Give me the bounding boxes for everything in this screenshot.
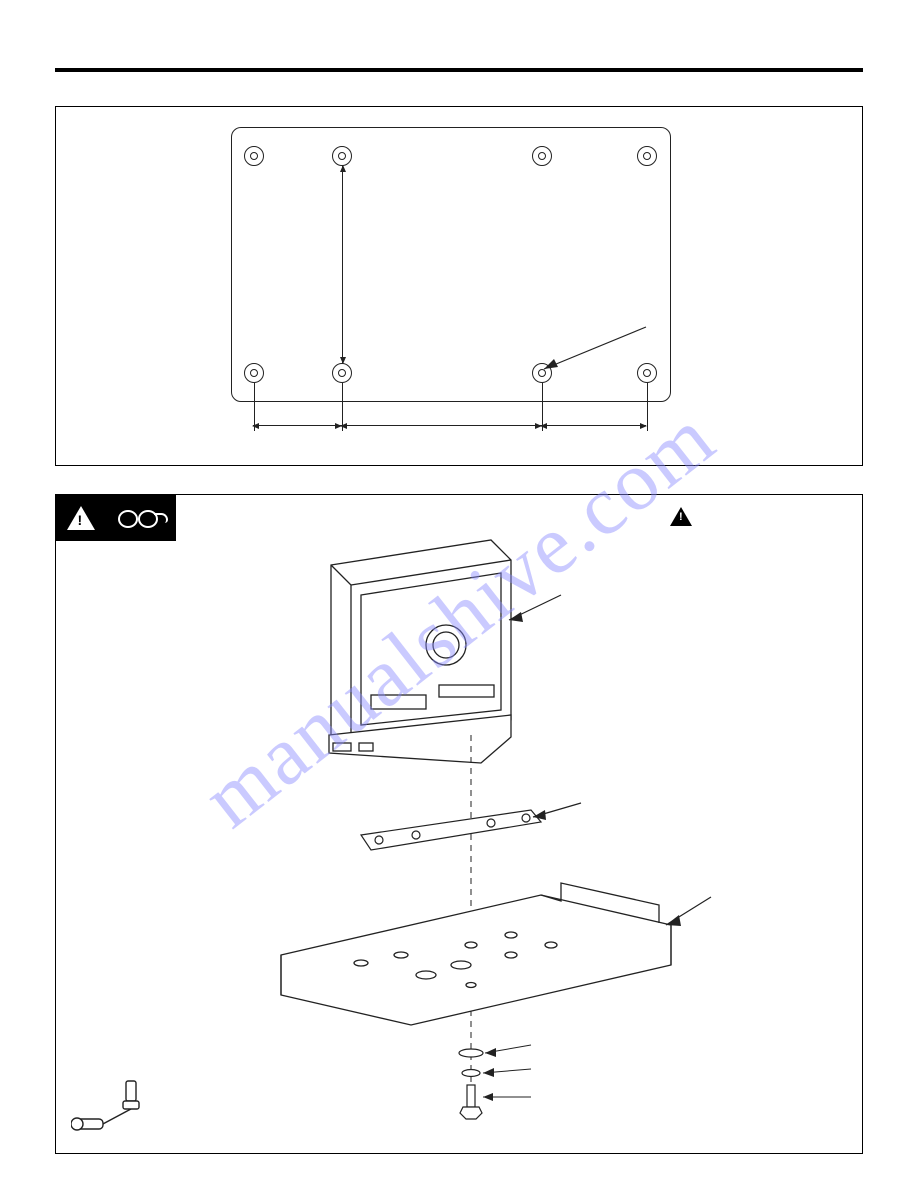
extension-line — [647, 383, 648, 431]
dimension-horizontal — [253, 425, 341, 426]
mount-hole — [532, 146, 552, 166]
mount-hole — [244, 363, 264, 383]
manual-page — [0, 0, 918, 1188]
mount-hole — [332, 363, 352, 383]
warning-triangle-icon — [67, 506, 95, 530]
header-divider — [55, 68, 863, 72]
dimension-horizontal — [541, 425, 646, 426]
torque-wrench-icon — [71, 1075, 181, 1135]
wire-feeder-unit — [329, 540, 511, 763]
flat-washer — [459, 1049, 483, 1057]
figure-assembly-exploded — [55, 494, 863, 1154]
mount-hole — [637, 146, 657, 166]
mount-hole — [332, 146, 352, 166]
exploded-view-drawing — [211, 525, 771, 1145]
safety-goggles-icon — [116, 507, 166, 529]
leader-arrow — [526, 327, 656, 387]
mounting-tray — [281, 883, 671, 1025]
safety-icon-block — [56, 495, 176, 541]
dimension-vertical — [342, 166, 343, 363]
hex-bolt — [460, 1085, 482, 1119]
figure-mounting-plate — [55, 106, 863, 466]
lock-washer — [462, 1070, 480, 1077]
mount-hole — [244, 146, 264, 166]
insulation-pad — [361, 810, 541, 850]
warning-triangle-icon — [670, 507, 692, 526]
dimension-horizontal — [341, 425, 541, 426]
